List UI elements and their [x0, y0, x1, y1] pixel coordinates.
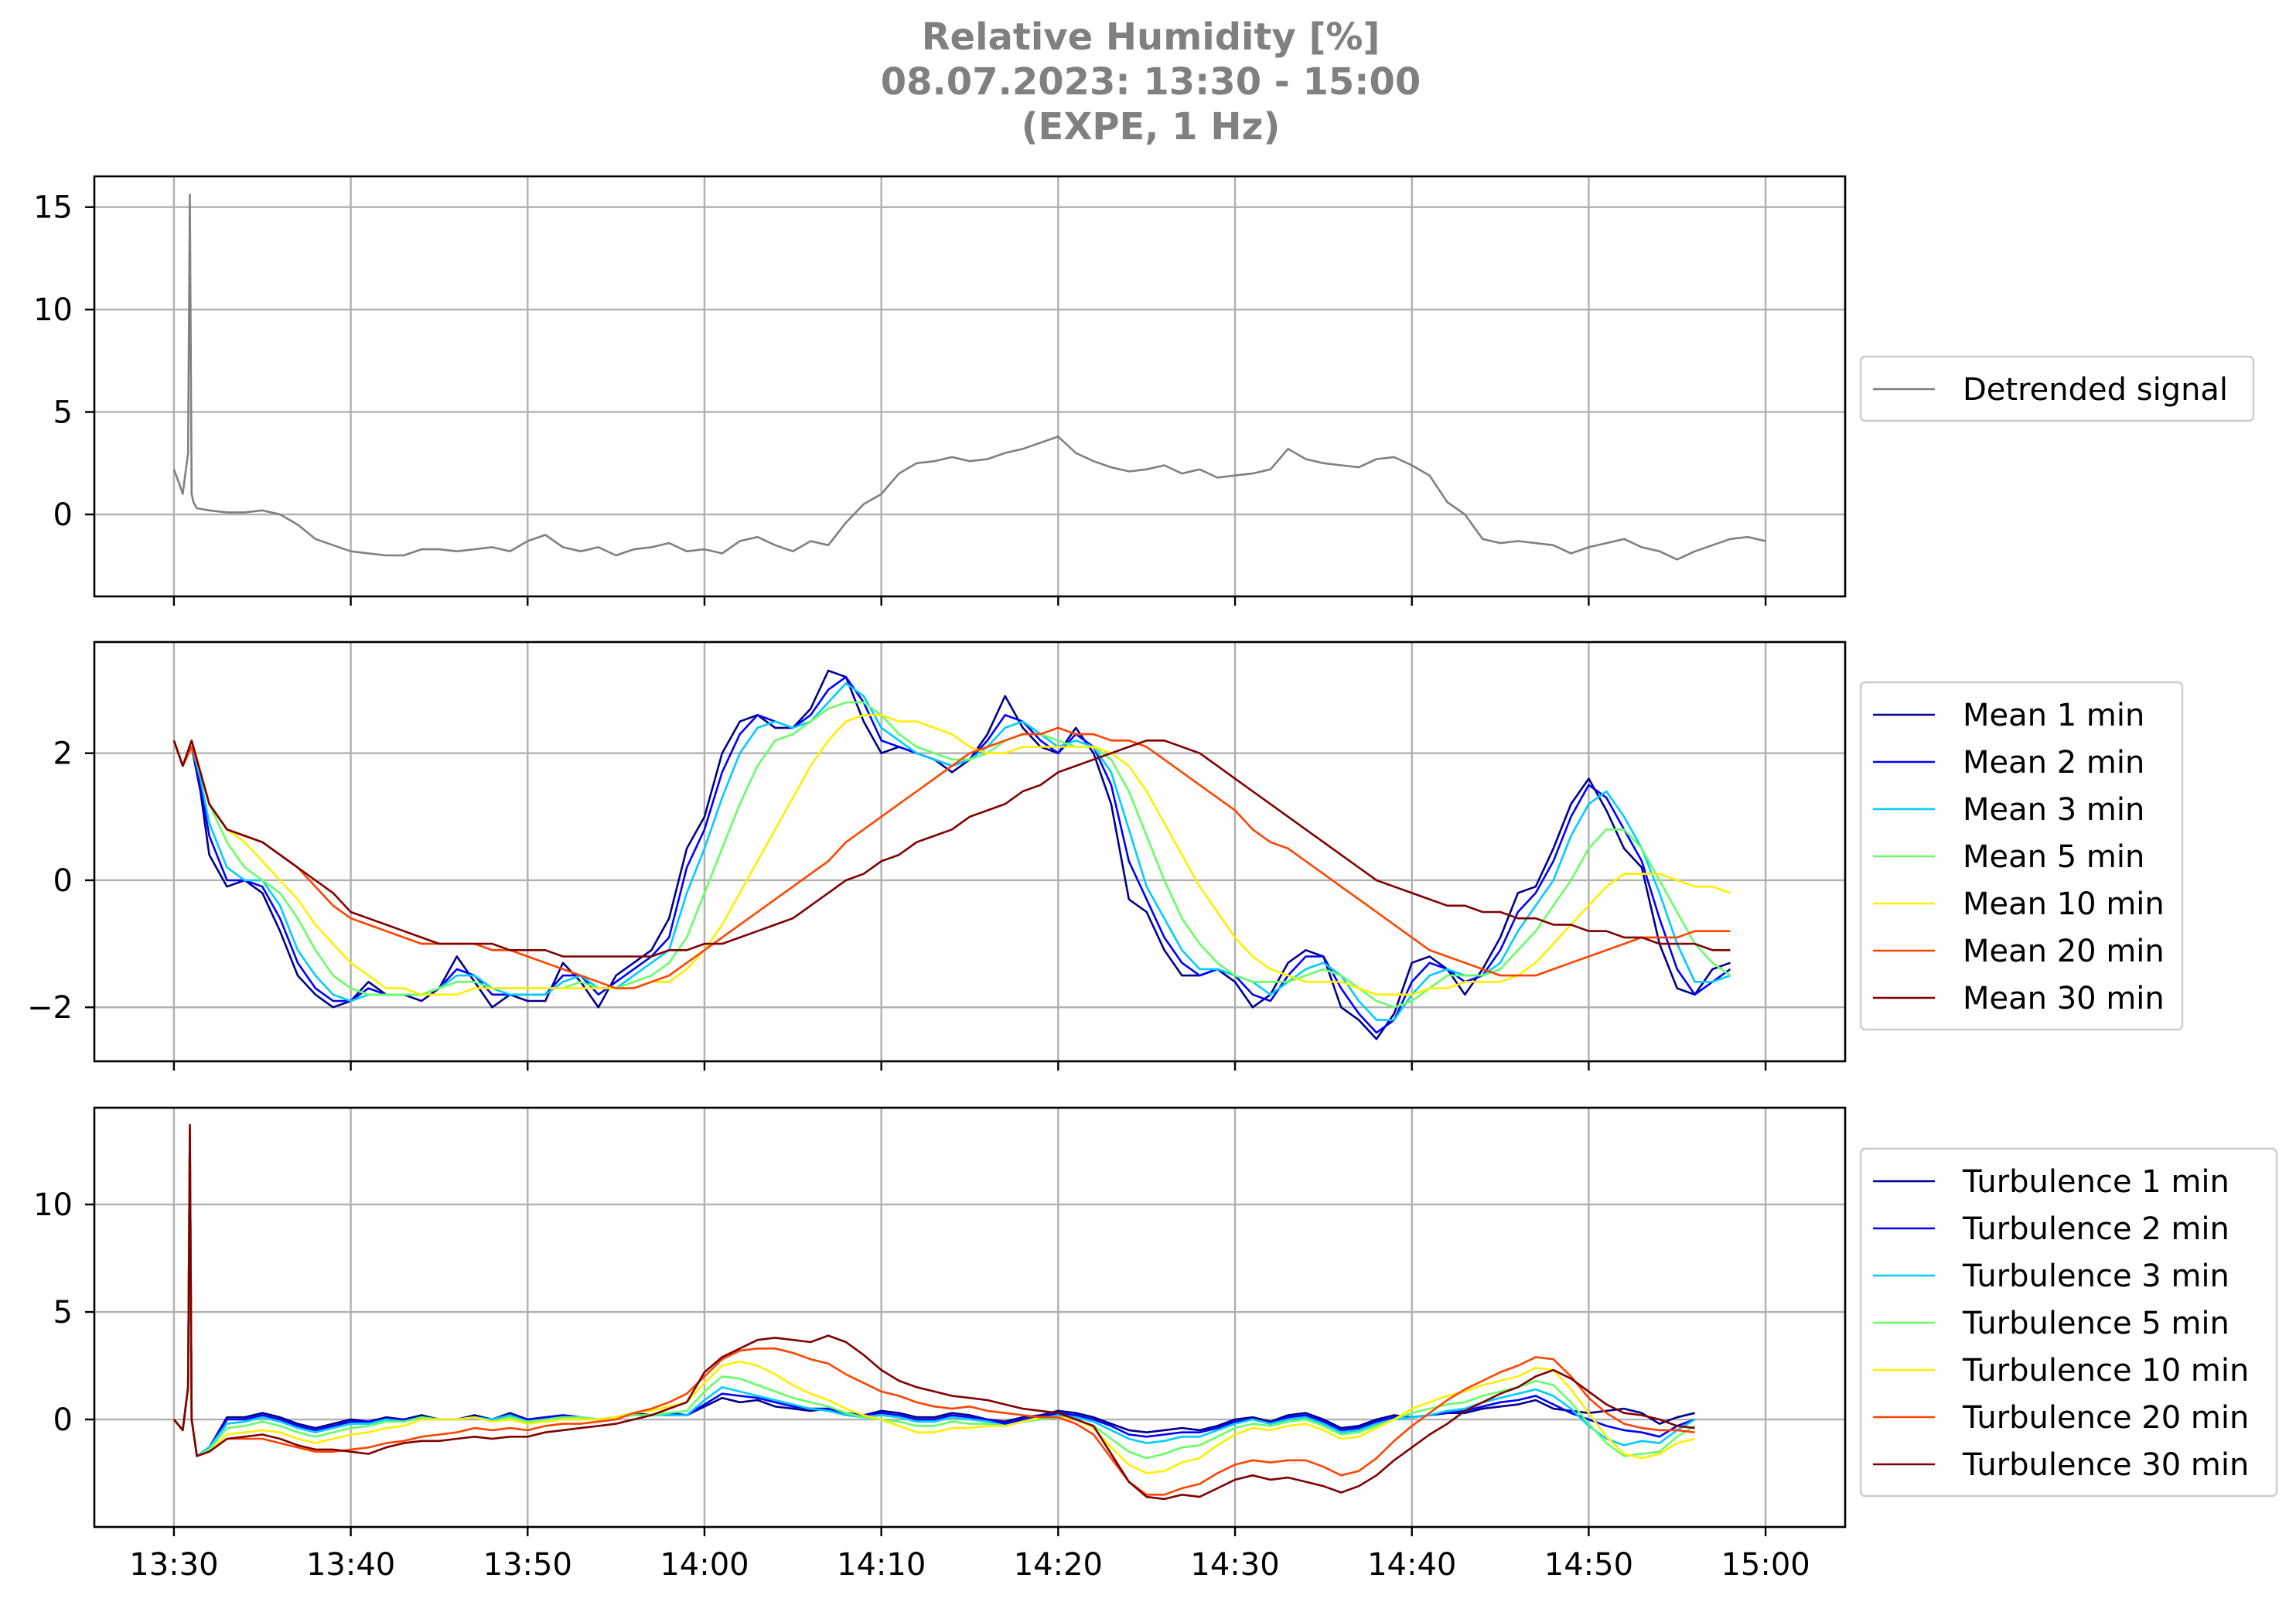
series-line-mean-5-min: [172, 701, 1731, 1009]
y-tick-label: 2: [53, 736, 73, 772]
legend-label: Turbulence 20 min: [1962, 1400, 2249, 1436]
series-line-mean-20-min: [172, 726, 1731, 989]
legend-label: Turbulence 1 min: [1962, 1164, 2229, 1200]
y-tick-label: −2: [27, 990, 73, 1026]
axes-frame: [93, 1106, 1847, 1529]
series-line-mean-30-min: [172, 739, 1731, 958]
series-line-turbulence-10-min: [172, 1128, 1695, 1474]
x-tick-label: 13:30: [129, 1547, 218, 1583]
legend-label: Mean 5 min: [1963, 839, 2144, 875]
x-tick-label: 13:40: [306, 1547, 395, 1583]
y-tick-label: 10: [33, 1187, 73, 1223]
legend-label: Turbulence 5 min: [1962, 1306, 2229, 1341]
x-tick-label: 15:00: [1721, 1547, 1810, 1583]
x-tick-label: 13:50: [483, 1547, 572, 1583]
legend: Turbulence 1 min Turbulence 2 min Turbulen…: [1859, 1147, 2278, 1498]
series-line-turbulence-30-min: [172, 1123, 1695, 1501]
legend-label: Mean 30 min: [1963, 981, 2165, 1016]
x-tick-label: 14:50: [1544, 1547, 1633, 1583]
legend-label: Turbulence 3 min: [1962, 1259, 2229, 1294]
series-line-mean-2-min: [172, 675, 1731, 1034]
legend-frame: [1859, 1147, 2278, 1498]
x-tick-label: 14:30: [1190, 1547, 1279, 1583]
legend-label: Detrended signal: [1963, 372, 2228, 408]
y-tick-label: 15: [33, 190, 73, 226]
legend: Detrended signal: [1859, 355, 2255, 422]
legend-label: Mean 1 min: [1963, 698, 2144, 733]
panel-detrended-signal: 0 5 10 15 Detrended signal: [33, 175, 2255, 606]
y-tick-label: 5: [53, 1295, 73, 1330]
series-line-mean-1-min: [172, 669, 1731, 1040]
legend: Mean 1 min Mean 2 min Mean 3 min Mean 5 min…: [1859, 681, 2184, 1031]
chart-title-line-2: 08.07.2023: 13:30 - 15:00: [881, 60, 1421, 104]
chart-title-line-1: Relative Humidity [%]: [922, 15, 1380, 59]
y-tick-label: 10: [33, 292, 73, 328]
y-tick-label: 0: [53, 863, 73, 899]
x-tick-label: 14:20: [1014, 1547, 1103, 1583]
legend-label: Mean 20 min: [1963, 934, 2165, 969]
legend-label: Mean 2 min: [1963, 745, 2144, 781]
panel-mean: −2 0 2 Mean 1 min Mean 2 min Mean 3 min Mean 5…: [27, 640, 2184, 1071]
series-line-detrended-signal: [172, 193, 1766, 561]
legend-label: Turbulence 10 min: [1962, 1353, 2249, 1389]
axes-frame: [93, 640, 1847, 1063]
series-line-turbulence-3-min: [172, 1128, 1696, 1457]
legend-frame: [1859, 681, 2184, 1031]
legend-label: Mean 10 min: [1963, 886, 2165, 922]
y-tick-label: 5: [53, 395, 73, 431]
y-tick-label: 0: [53, 1402, 73, 1438]
chart-title-line-3: (EXPE, 1 Hz): [1022, 105, 1281, 149]
legend-label: Mean 3 min: [1963, 792, 2144, 828]
x-tick-label: 14:00: [660, 1547, 749, 1583]
x-tick-label: 14:40: [1367, 1547, 1456, 1583]
series-line-mean-10-min: [172, 714, 1731, 996]
legend-label: Turbulence 30 min: [1962, 1447, 2249, 1483]
series-line-turbulence-5-min: [172, 1128, 1696, 1460]
legend-label: Turbulence 2 min: [1962, 1211, 2229, 1247]
y-tick-label: 0: [53, 497, 73, 533]
series-line-turbulence-20-min: [172, 1128, 1695, 1496]
axes-frame: [93, 175, 1847, 598]
legend-frame: [1859, 355, 2255, 422]
x-tick-label: 14:10: [837, 1547, 926, 1583]
x-axis-tick-labels: 13:30 13:40 13:50 14:00 14:10 14:20 14:30 14:40…: [129, 1547, 1810, 1583]
